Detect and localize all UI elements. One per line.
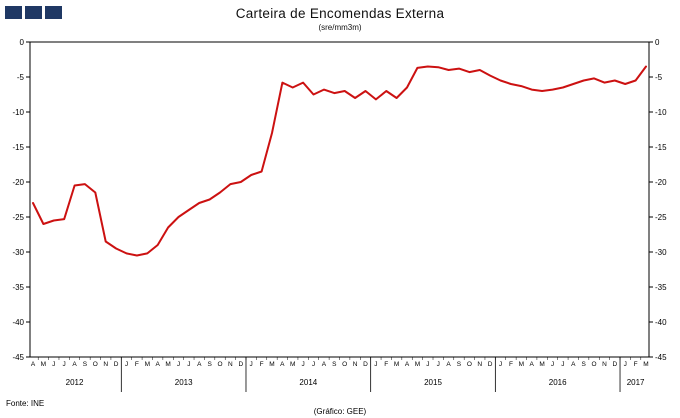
chart-subtitle: (sre/mm3m) [318,23,362,32]
svg-text:N: N [477,361,482,368]
svg-text:A: A [530,361,535,368]
svg-text:F: F [634,361,638,368]
svg-text:N: N [602,361,607,368]
svg-text:2016: 2016 [549,378,567,387]
svg-text:2015: 2015 [424,378,442,387]
svg-text:A: A [280,361,285,368]
svg-text:-25: -25 [12,213,24,222]
logo-square [45,6,62,19]
svg-text:-15: -15 [655,143,667,152]
svg-text:-45: -45 [655,353,667,362]
svg-text:2013: 2013 [175,378,193,387]
svg-text:O: O [342,361,347,368]
svg-text:J: J [499,361,502,368]
logo-square [25,6,42,19]
svg-text:-10: -10 [12,108,24,117]
svg-text:M: M [290,361,295,368]
svg-text:S: S [83,361,88,368]
svg-text:-20: -20 [12,178,24,187]
svg-text:J: J [187,361,190,368]
svg-text:J: J [177,361,180,368]
svg-text:2017: 2017 [627,378,645,387]
svg-text:D: D [238,361,243,368]
svg-text:M: M [394,361,399,368]
svg-text:0: 0 [20,38,25,47]
svg-text:F: F [384,361,388,368]
credit-text: (Gráfico: GEE) [313,407,367,416]
svg-text:2012: 2012 [66,378,84,387]
svg-text:F: F [509,361,513,368]
svg-text:F: F [260,361,264,368]
svg-text:J: J [52,361,55,368]
svg-text:J: J [312,361,315,368]
svg-text:D: D [612,361,617,368]
svg-text:A: A [322,361,327,368]
svg-text:-5: -5 [17,73,25,82]
svg-text:J: J [624,361,627,368]
source-text: Fonte: INE [6,399,45,408]
svg-text:J: J [561,361,564,368]
svg-text:J: J [302,361,305,368]
svg-text:S: S [332,361,337,368]
svg-text:J: J [63,361,66,368]
svg-text:-30: -30 [12,248,24,257]
svg-text:D: D [363,361,368,368]
svg-text:M: M [415,361,420,368]
svg-text:M: M [539,361,544,368]
svg-text:A: A [446,361,451,368]
logo-square [5,6,22,19]
svg-text:M: M [145,361,150,368]
svg-text:A: A [156,361,161,368]
svg-text:J: J [437,361,440,368]
svg-text:2014: 2014 [299,378,317,387]
svg-text:N: N [103,361,108,368]
svg-text:J: J [374,361,377,368]
svg-text:A: A [31,361,36,368]
svg-text:-25: -25 [655,213,667,222]
svg-text:M: M [41,361,46,368]
svg-text:-40: -40 [12,318,24,327]
svg-text:M: M [165,361,170,368]
svg-text:-15: -15 [12,143,24,152]
svg-text:M: M [643,361,648,368]
svg-text:O: O [93,361,98,368]
chart-title: Carteira de Encomendas Externa [235,6,445,21]
logo [5,6,62,19]
svg-text:N: N [353,361,358,368]
svg-text:J: J [551,361,554,368]
svg-text:-20: -20 [655,178,667,187]
svg-text:-10: -10 [655,108,667,117]
svg-text:A: A [405,361,410,368]
svg-text:A: A [72,361,77,368]
svg-text:A: A [571,361,576,368]
svg-text:S: S [581,361,586,368]
svg-text:N: N [228,361,233,368]
svg-text:M: M [269,361,274,368]
svg-text:-45: -45 [12,353,24,362]
svg-text:-35: -35 [12,283,24,292]
svg-text:J: J [250,361,253,368]
svg-text:D: D [114,361,119,368]
svg-text:J: J [125,361,128,368]
svg-text:M: M [519,361,524,368]
svg-text:O: O [592,361,597,368]
svg-text:-5: -5 [655,73,663,82]
svg-text:J: J [426,361,429,368]
svg-text:0: 0 [655,38,660,47]
svg-text:A: A [197,361,202,368]
svg-text:-30: -30 [655,248,667,257]
svg-text:O: O [467,361,472,368]
svg-text:-35: -35 [655,283,667,292]
svg-text:-40: -40 [655,318,667,327]
svg-text:F: F [135,361,139,368]
svg-text:S: S [457,361,462,368]
svg-text:O: O [217,361,222,368]
svg-text:S: S [207,361,212,368]
svg-text:D: D [488,361,493,368]
